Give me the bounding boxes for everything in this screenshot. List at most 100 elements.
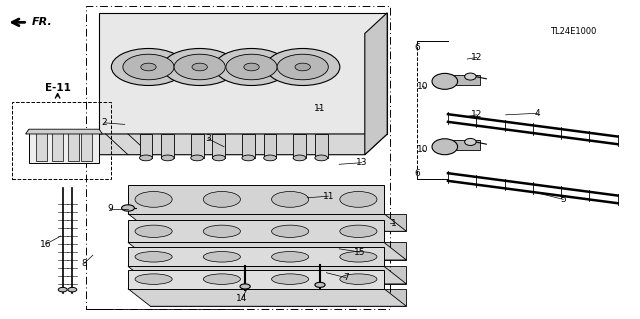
Text: 12: 12 (471, 110, 483, 119)
Circle shape (226, 54, 277, 80)
Polygon shape (128, 247, 384, 266)
Circle shape (123, 54, 174, 80)
Ellipse shape (432, 139, 458, 155)
Ellipse shape (135, 251, 172, 262)
Circle shape (295, 63, 310, 71)
Ellipse shape (242, 155, 255, 161)
Text: E-11: E-11 (45, 83, 70, 93)
Polygon shape (26, 129, 102, 134)
Circle shape (214, 48, 289, 85)
Bar (445, 75, 480, 85)
Circle shape (174, 54, 225, 80)
Circle shape (111, 48, 186, 85)
Bar (315, 134, 328, 158)
Text: 16: 16 (40, 240, 52, 249)
Ellipse shape (212, 155, 225, 161)
Circle shape (240, 284, 250, 289)
Ellipse shape (135, 225, 172, 237)
Bar (293, 134, 306, 158)
Bar (86, 6, 390, 309)
Bar (161, 134, 174, 158)
Text: 2: 2 (102, 118, 107, 127)
Text: 11: 11 (323, 192, 334, 201)
Ellipse shape (140, 155, 152, 161)
Bar (212, 134, 225, 158)
Polygon shape (150, 289, 406, 306)
Polygon shape (128, 185, 384, 214)
Ellipse shape (271, 225, 308, 237)
Polygon shape (128, 214, 406, 231)
Text: 7: 7 (343, 273, 348, 282)
Circle shape (58, 287, 67, 292)
Ellipse shape (161, 155, 174, 161)
Ellipse shape (191, 155, 204, 161)
Polygon shape (128, 270, 384, 289)
Ellipse shape (264, 155, 276, 161)
Bar (52, 132, 63, 161)
Polygon shape (150, 266, 406, 284)
Ellipse shape (315, 155, 328, 161)
Ellipse shape (135, 274, 172, 285)
Ellipse shape (340, 191, 377, 207)
Circle shape (163, 48, 237, 85)
Ellipse shape (340, 225, 377, 237)
Bar (29, 131, 99, 163)
Polygon shape (365, 13, 387, 155)
Text: 8: 8 (82, 259, 87, 268)
Ellipse shape (293, 155, 306, 161)
Ellipse shape (465, 73, 476, 80)
Polygon shape (128, 266, 406, 284)
Polygon shape (150, 242, 406, 260)
Bar (12, 102, 111, 179)
Text: 13: 13 (356, 158, 367, 167)
Circle shape (68, 287, 77, 292)
Ellipse shape (204, 225, 241, 237)
Text: 1: 1 (391, 219, 396, 228)
Circle shape (244, 63, 259, 71)
Ellipse shape (204, 251, 241, 262)
Ellipse shape (271, 191, 308, 207)
Text: 4: 4 (535, 109, 540, 118)
Ellipse shape (204, 191, 241, 207)
Ellipse shape (271, 251, 308, 262)
Text: 5: 5 (561, 195, 566, 204)
Circle shape (192, 63, 207, 71)
Ellipse shape (271, 274, 308, 285)
Text: 11: 11 (314, 104, 326, 113)
Text: 9: 9 (108, 204, 113, 213)
Polygon shape (128, 220, 384, 242)
Text: 12: 12 (471, 53, 483, 62)
Ellipse shape (340, 251, 377, 262)
Bar (81, 132, 92, 161)
Bar (191, 134, 204, 158)
Text: FR.: FR. (32, 17, 52, 27)
Ellipse shape (204, 274, 241, 285)
Ellipse shape (135, 191, 172, 207)
Text: 10: 10 (417, 82, 428, 91)
Text: 10: 10 (417, 145, 428, 154)
Text: 14: 14 (236, 294, 248, 303)
Circle shape (141, 63, 156, 71)
Ellipse shape (432, 73, 458, 89)
Text: 15: 15 (354, 248, 365, 256)
Bar (242, 134, 255, 158)
Bar (36, 132, 47, 161)
Circle shape (315, 282, 325, 287)
Bar (140, 134, 152, 158)
Bar (264, 134, 276, 158)
Bar (445, 140, 480, 150)
Text: 6: 6 (415, 43, 420, 52)
Circle shape (266, 48, 340, 85)
Ellipse shape (340, 274, 377, 285)
Polygon shape (150, 214, 406, 231)
Polygon shape (128, 242, 406, 260)
Text: 6: 6 (415, 169, 420, 178)
Polygon shape (76, 134, 387, 155)
Bar (68, 132, 79, 161)
Polygon shape (128, 289, 406, 306)
Polygon shape (99, 13, 387, 134)
Text: TL24E1000: TL24E1000 (550, 27, 596, 36)
Text: 3: 3 (205, 134, 211, 143)
Circle shape (277, 54, 328, 80)
Ellipse shape (465, 138, 476, 145)
